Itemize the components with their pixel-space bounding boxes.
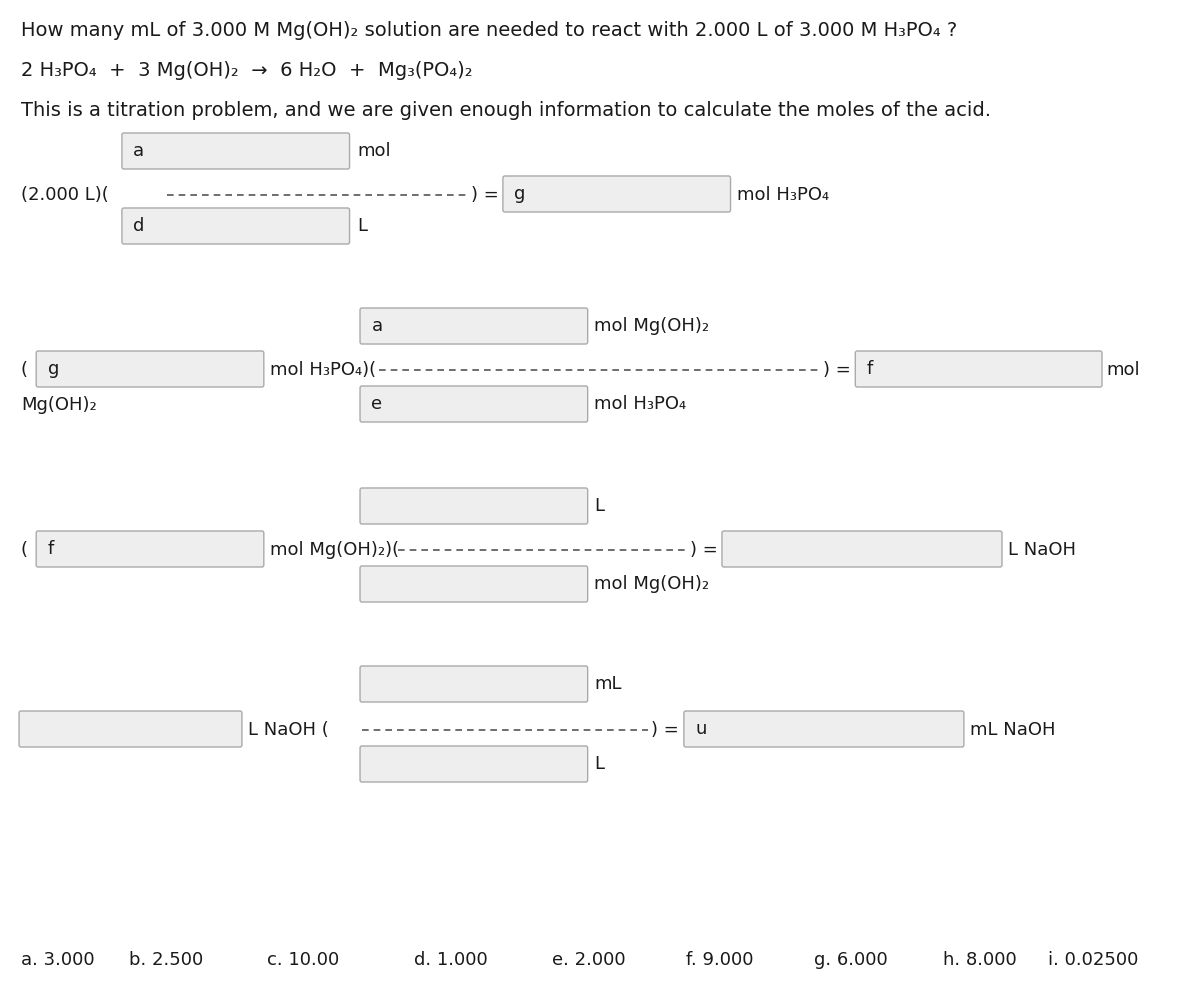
Text: b. 2.500: b. 2.500 [128,951,203,969]
FancyBboxPatch shape [122,133,349,169]
Text: (: ( [20,541,34,559]
Text: f. 9.000: f. 9.000 [685,951,754,969]
Text: L: L [594,755,605,773]
Text: d: d [133,217,145,235]
FancyBboxPatch shape [360,566,588,602]
Text: e. 2.000: e. 2.000 [552,951,626,969]
Text: ) =: ) = [690,541,718,559]
Text: a: a [372,317,383,335]
Text: (2.000 L)(: (2.000 L)( [20,186,109,204]
Text: g: g [48,360,59,378]
Text: mol Mg(OH)₂: mol Mg(OH)₂ [594,575,709,593]
FancyBboxPatch shape [360,666,588,702]
Text: ) =: ) = [652,721,679,739]
Text: Mg(OH)₂: Mg(OH)₂ [20,396,97,414]
Text: mol Mg(OH)₂: mol Mg(OH)₂ [594,317,709,335]
Text: h. 8.000: h. 8.000 [943,951,1016,969]
Text: u: u [695,720,707,738]
Text: This is a titration problem, and we are given enough information to calculate th: This is a titration problem, and we are … [20,101,991,120]
Text: g. 6.000: g. 6.000 [815,951,888,969]
FancyBboxPatch shape [36,351,264,387]
Text: (: ( [20,361,34,379]
Text: L NaOH (: L NaOH ( [247,721,329,739]
Text: 2 H₃PO₄  +  3 Mg(OH)₂  →  6 H₂O  +  Mg₃(PO₄)₂: 2 H₃PO₄ + 3 Mg(OH)₂ → 6 H₂O + Mg₃(PO₄)₂ [20,60,473,79]
Text: L: L [594,497,605,515]
Text: mol H₃PO₄: mol H₃PO₄ [594,395,686,413]
FancyBboxPatch shape [360,386,588,422]
Text: mol: mol [1106,361,1140,379]
FancyBboxPatch shape [360,308,588,344]
Text: ) =: ) = [823,361,851,379]
Text: mol H₃PO₄)(: mol H₃PO₄)( [270,361,376,379]
Text: f: f [48,540,54,558]
FancyBboxPatch shape [360,746,588,782]
Text: mol H₃PO₄: mol H₃PO₄ [737,186,829,204]
Text: c. 10.00: c. 10.00 [266,951,338,969]
Text: g: g [515,185,526,203]
Text: a. 3.000: a. 3.000 [20,951,95,969]
FancyBboxPatch shape [856,351,1102,387]
Text: mol: mol [358,142,391,160]
Text: mol Mg(OH)₂)(: mol Mg(OH)₂)( [270,541,398,559]
Text: e: e [372,395,383,413]
FancyBboxPatch shape [722,531,1002,567]
Text: mL NaOH: mL NaOH [970,721,1055,739]
FancyBboxPatch shape [122,208,349,244]
FancyBboxPatch shape [684,711,964,747]
Text: ) =: ) = [470,186,498,204]
Text: L: L [358,217,367,235]
Text: mL: mL [594,675,622,693]
FancyBboxPatch shape [360,488,588,524]
Text: f: f [866,360,872,378]
FancyBboxPatch shape [36,531,264,567]
FancyBboxPatch shape [19,711,242,747]
Text: L NaOH: L NaOH [1008,541,1075,559]
Text: i. 0.02500: i. 0.02500 [1048,951,1138,969]
Text: a: a [133,142,144,160]
Text: d. 1.000: d. 1.000 [414,951,488,969]
FancyBboxPatch shape [503,176,731,212]
Text: How many mL of 3.000 M Mg(OH)₂ solution are needed to react with 2.000 L of 3.00: How many mL of 3.000 M Mg(OH)₂ solution … [20,21,958,40]
